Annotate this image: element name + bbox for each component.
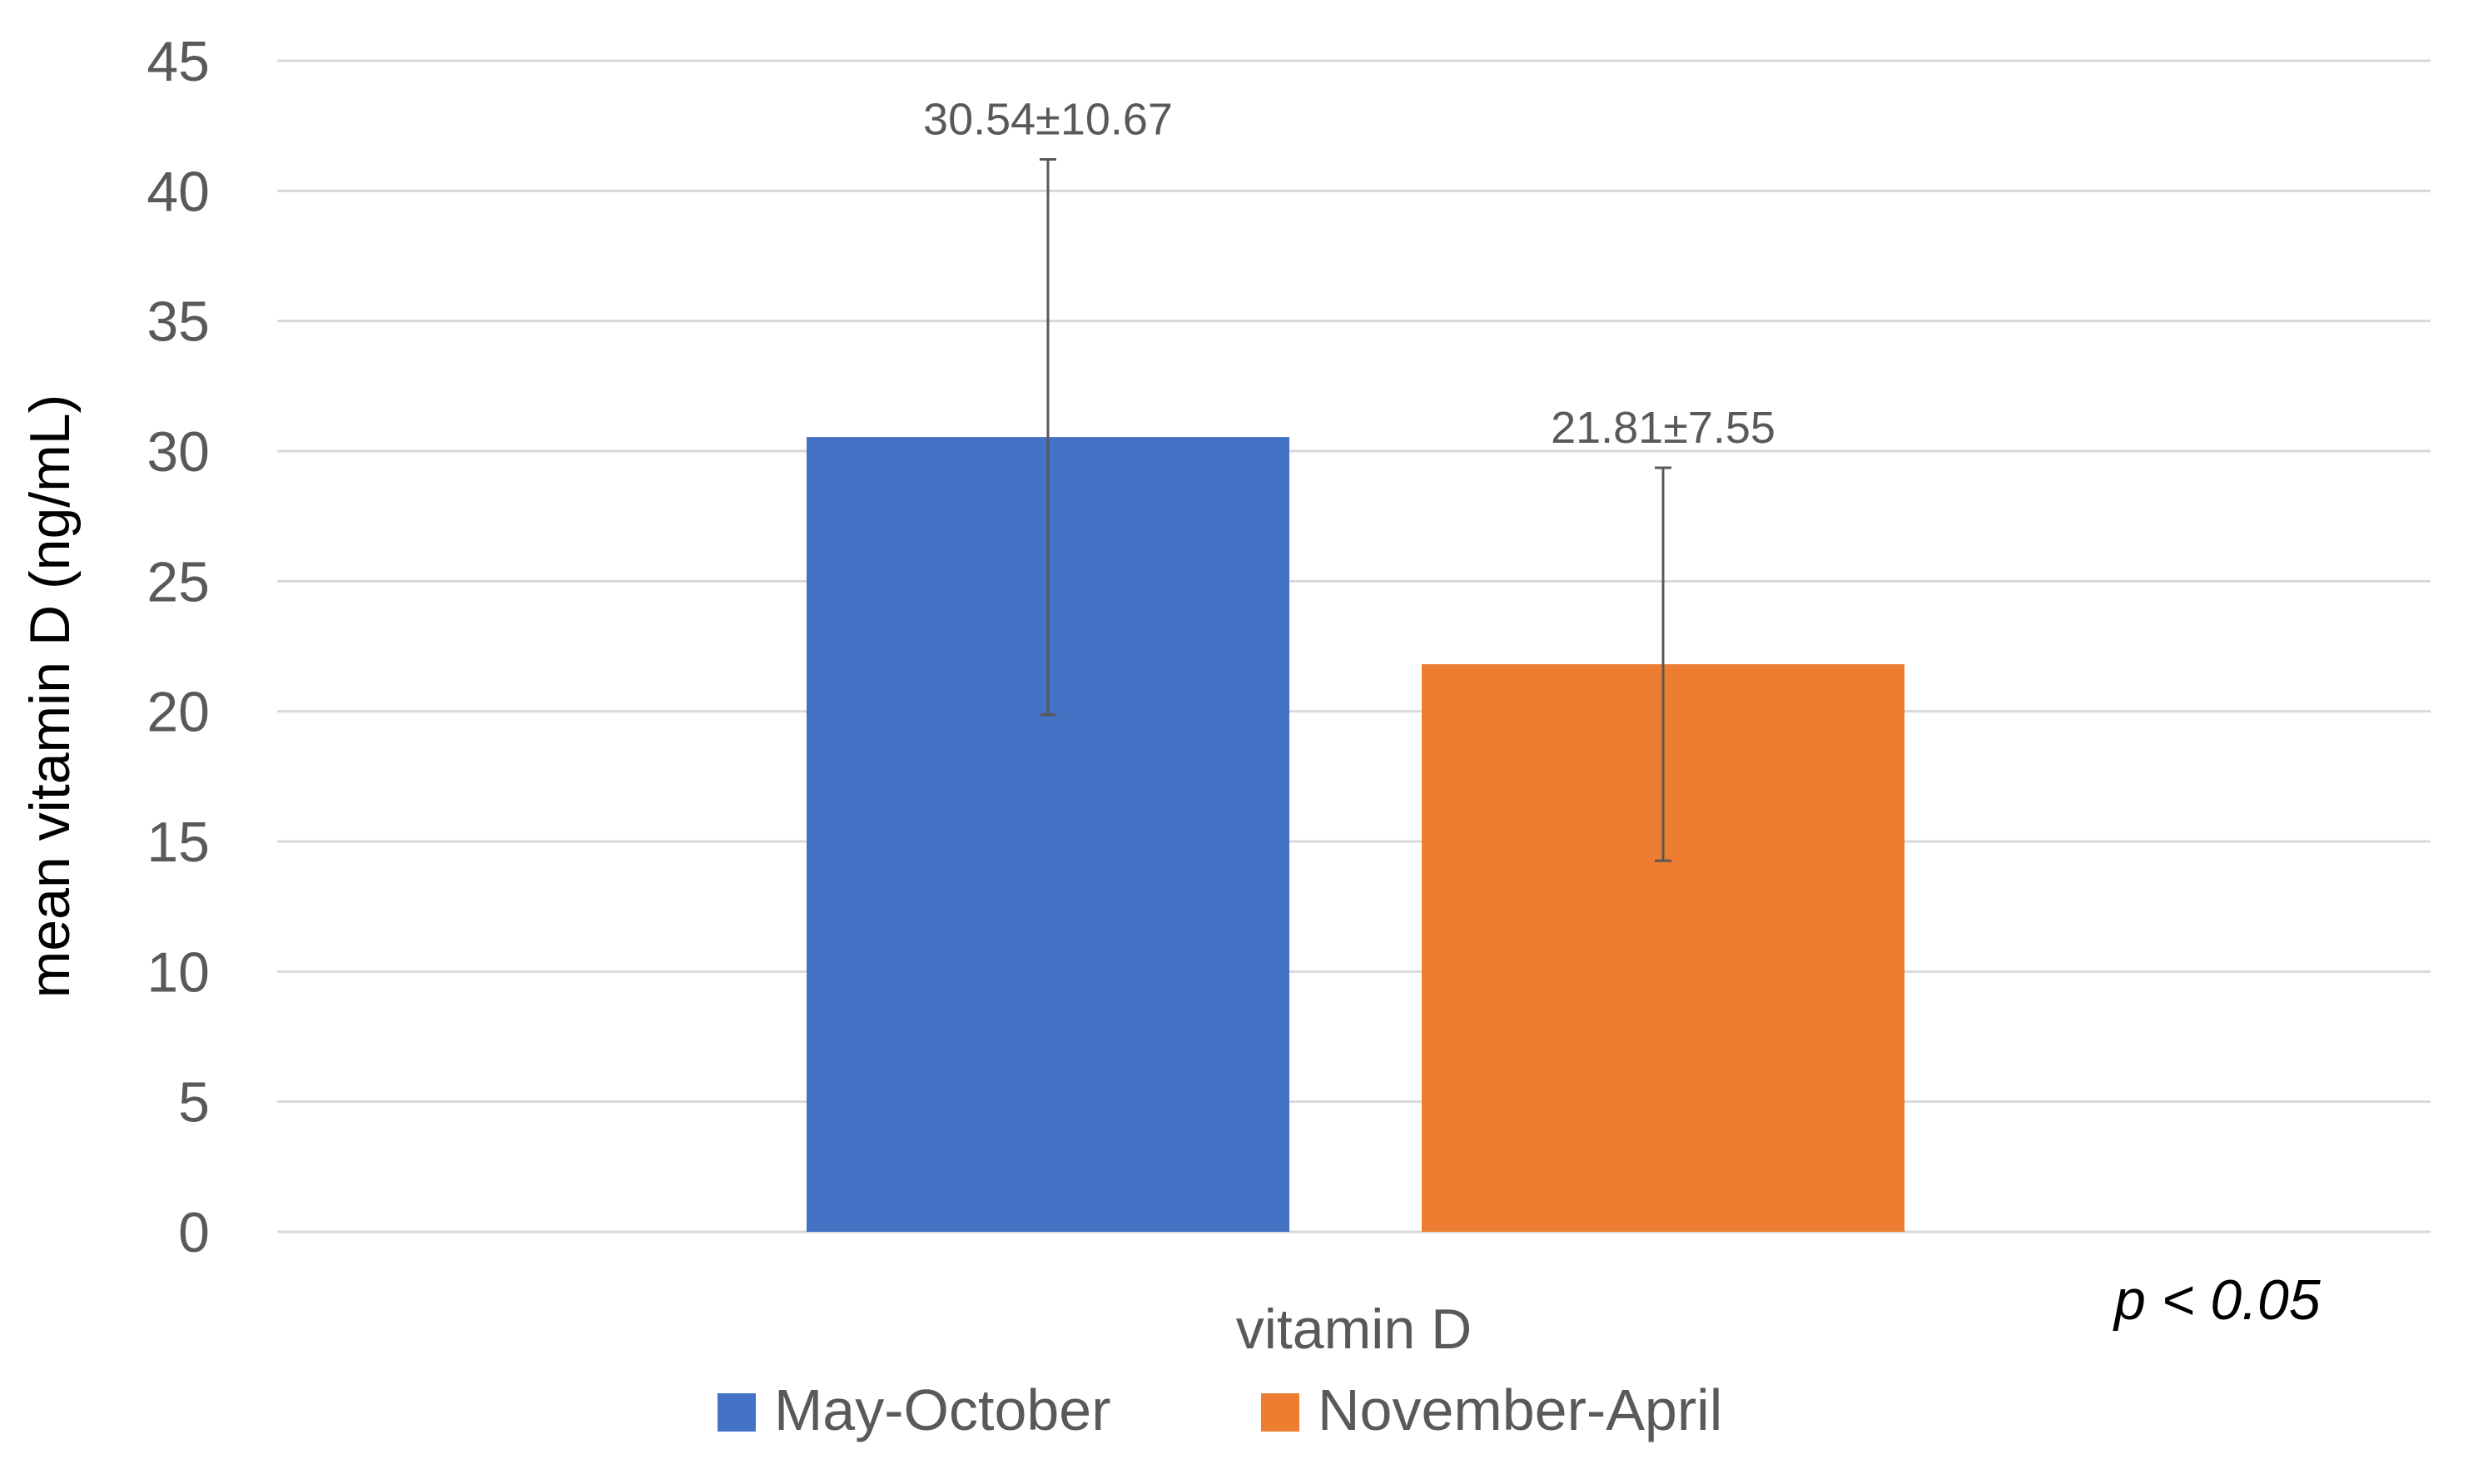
y-tick-label: 0 [178, 1201, 210, 1264]
y-tick-label: 20 [146, 681, 210, 744]
gridlines [277, 59, 2431, 1233]
error-bar [1655, 466, 1671, 862]
y-tick-label: 30 [146, 420, 210, 484]
data-label: 21.81±7.55 [1551, 403, 1775, 453]
y-tick-label: 25 [146, 550, 210, 613]
y-tick-label: 10 [146, 941, 210, 1004]
y-axis-title: mean vitamin D (ng/mL) [18, 395, 82, 999]
error-bars [1040, 158, 1671, 862]
legend-swatch [1261, 1393, 1299, 1432]
legend-label: November-April [1318, 1377, 1722, 1442]
data-label: 30.54±10.67 [923, 95, 1173, 145]
y-tick-label: 45 [146, 30, 210, 93]
bars [807, 437, 1904, 1232]
y-tick-label: 15 [146, 811, 210, 874]
legend-item: November-April [1261, 1377, 1722, 1442]
y-tick-label: 40 [146, 160, 210, 223]
error-bar [1040, 158, 1056, 717]
legend: May-October November-April [718, 1377, 1722, 1442]
y-tick-label: 5 [178, 1071, 210, 1134]
y-tick-labels: 0 5 10 15 20 25 30 35 40 45 [146, 30, 210, 1264]
legend-item: May-October [718, 1377, 1111, 1442]
data-labels: 30.54±10.67 21.81±7.55 [923, 95, 1775, 454]
legend-label: May-October [774, 1377, 1111, 1442]
y-tick-label: 35 [146, 290, 210, 354]
legend-swatch [718, 1393, 756, 1432]
x-axis-title: vitamin D [1236, 1298, 1472, 1361]
p-value-annotation: p < 0.05 [2113, 1268, 2321, 1332]
